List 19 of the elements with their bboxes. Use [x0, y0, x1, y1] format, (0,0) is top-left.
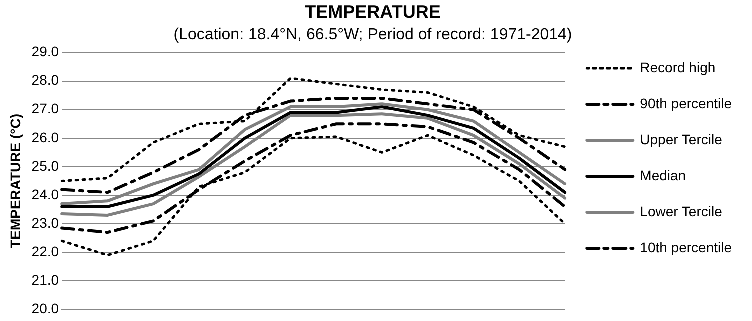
y-tick-label: 24.0	[32, 186, 60, 202]
y-tick-label: 20.0	[32, 300, 60, 316]
y-tick-label: 26.0	[32, 129, 60, 146]
y-tick-label: 27.0	[32, 100, 60, 117]
legend-label: 10th percentile	[640, 239, 732, 256]
legend-label: Lower Tercile	[640, 203, 723, 220]
chart-title: TEMPERATURE	[305, 2, 441, 22]
legend-label: Upper Tercile	[640, 131, 723, 148]
y-tick-label: 29.0	[32, 44, 60, 60]
y-tick-label: 23.0	[32, 214, 60, 231]
chart-subtitle: (Location: 18.4°N, 66.5°W; Period of record: 1971-2014)	[174, 26, 572, 44]
legend-label: Record high	[640, 59, 716, 76]
y-tick-label: 21.0	[32, 272, 60, 288]
y-axis-title: TEMPERATURE (°C)	[7, 114, 24, 248]
y-tick-label: 22.0	[32, 243, 60, 260]
legend-label: Median	[640, 167, 686, 184]
y-tick-label: 28.0	[32, 72, 60, 88]
y-tick-label: 25.0	[32, 158, 60, 174]
legend-label: 90th percentile	[640, 95, 732, 112]
